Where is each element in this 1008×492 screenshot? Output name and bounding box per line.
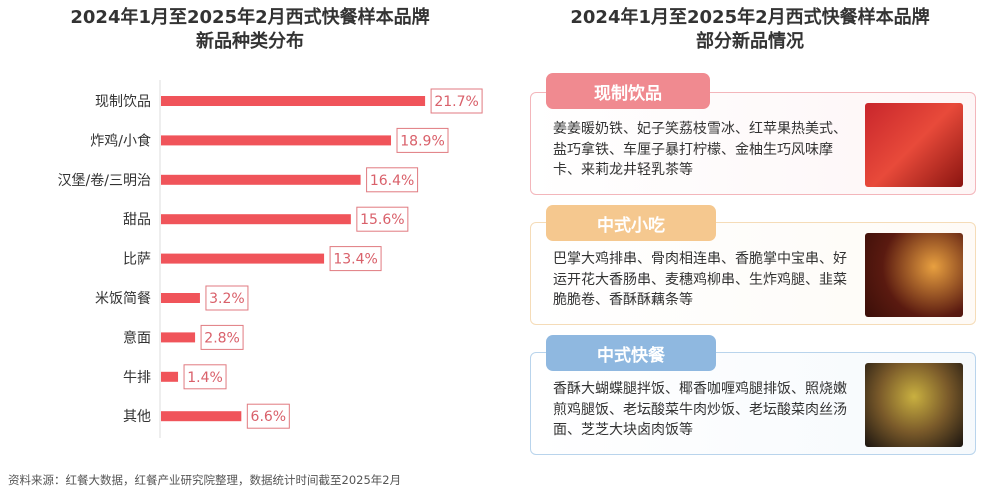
category-label: 炸鸡/小食 xyxy=(90,132,151,149)
right-title: 2024年1月至2025年2月西式快餐样本品牌 部分新品情况 xyxy=(500,6,1000,54)
data-label-box xyxy=(183,364,227,390)
new-product-card: 姜姜暖奶铁、妃子笑荔枝雪冰、红苹果热美式、盐巧拿铁、车厘子暴打柠檬、金柚生巧风味… xyxy=(530,92,976,195)
data-label: 16.4% xyxy=(370,173,414,189)
data-label: 21.7% xyxy=(434,94,478,110)
bar xyxy=(161,293,200,303)
data-label: 6.6% xyxy=(251,409,287,425)
bar xyxy=(161,214,351,225)
bar-chart: 现制饮品 21.7% 炸鸡/小食 18.9% 汉堡/卷/三明治 16.4% 甜品 15.6% 比… xyxy=(58,80,483,438)
data-label: 18.9% xyxy=(400,133,444,149)
data-label: 13.4% xyxy=(333,252,377,268)
data-label: 3.2% xyxy=(209,291,245,307)
left-title-line1: 2024年1月至2025年2月西式快餐样本品牌 xyxy=(70,7,430,28)
data-label-box xyxy=(329,246,382,272)
bar xyxy=(161,371,179,382)
category-label: 甜品 xyxy=(123,212,151,228)
product-list-text: 巴掌大鸡排串、骨肉相连串、香脆掌中宝串、好运开花大香肠串、麦穗鸡柳串、生炸鸡腿、… xyxy=(553,251,847,308)
right-title-line1: 2024年1月至2025年2月西式快餐样本品牌 xyxy=(570,7,930,28)
bar xyxy=(161,135,392,146)
product-photo xyxy=(865,103,963,187)
category-label: 牛排 xyxy=(123,370,151,386)
data-label-box xyxy=(396,127,449,153)
bar xyxy=(161,332,196,343)
product-list-text: 姜姜暖奶铁、妃子笑荔枝雪冰、红苹果热美式、盐巧拿铁、车厘子暴打柠檬、金柚生巧风味… xyxy=(553,121,847,178)
product-photo xyxy=(865,233,963,317)
bar xyxy=(161,174,361,185)
right-title-line2: 部分新品情况 xyxy=(696,31,804,52)
bar xyxy=(161,411,242,422)
category-label: 米饭简餐 xyxy=(95,290,151,307)
category-label: 现制饮品 xyxy=(95,94,151,110)
data-label-box xyxy=(366,167,419,193)
category-tag: 现制饮品 xyxy=(546,73,710,109)
product-photo xyxy=(865,363,963,447)
data-label: 1.4% xyxy=(187,370,223,386)
category-tag: 中式小吃 xyxy=(546,205,716,241)
category-label: 意面 xyxy=(123,329,151,346)
bar xyxy=(161,253,325,264)
data-label-box xyxy=(200,324,244,350)
category-label: 其他 xyxy=(123,409,151,425)
category-tag: 中式快餐 xyxy=(546,335,716,371)
category-label: 汉堡/卷/三明治 xyxy=(58,173,151,189)
product-list-text: 香酥大蝴蝶腿拌饭、椰香咖喱鸡腿排饭、照烧嫩煎鸡腿饭、老坛酸菜牛肉炒饭、老坛酸菜肉… xyxy=(553,381,847,438)
data-label-box xyxy=(430,88,483,114)
source-note: 资料来源：红餐大数据，红餐产业研究院整理，数据统计时间截至2025年2月 xyxy=(8,473,402,487)
data-label: 2.8% xyxy=(204,330,240,346)
bar xyxy=(161,96,426,106)
left-title-line2: 新品种类分布 xyxy=(196,31,304,52)
data-label-box xyxy=(205,285,249,311)
category-label: 比萨 xyxy=(123,252,151,268)
data-label: 15.6% xyxy=(360,212,404,228)
data-label-box xyxy=(246,403,290,429)
left-title: 2024年1月至2025年2月西式快餐样本品牌 新品种类分布 xyxy=(20,6,480,54)
data-label-box xyxy=(356,206,409,232)
